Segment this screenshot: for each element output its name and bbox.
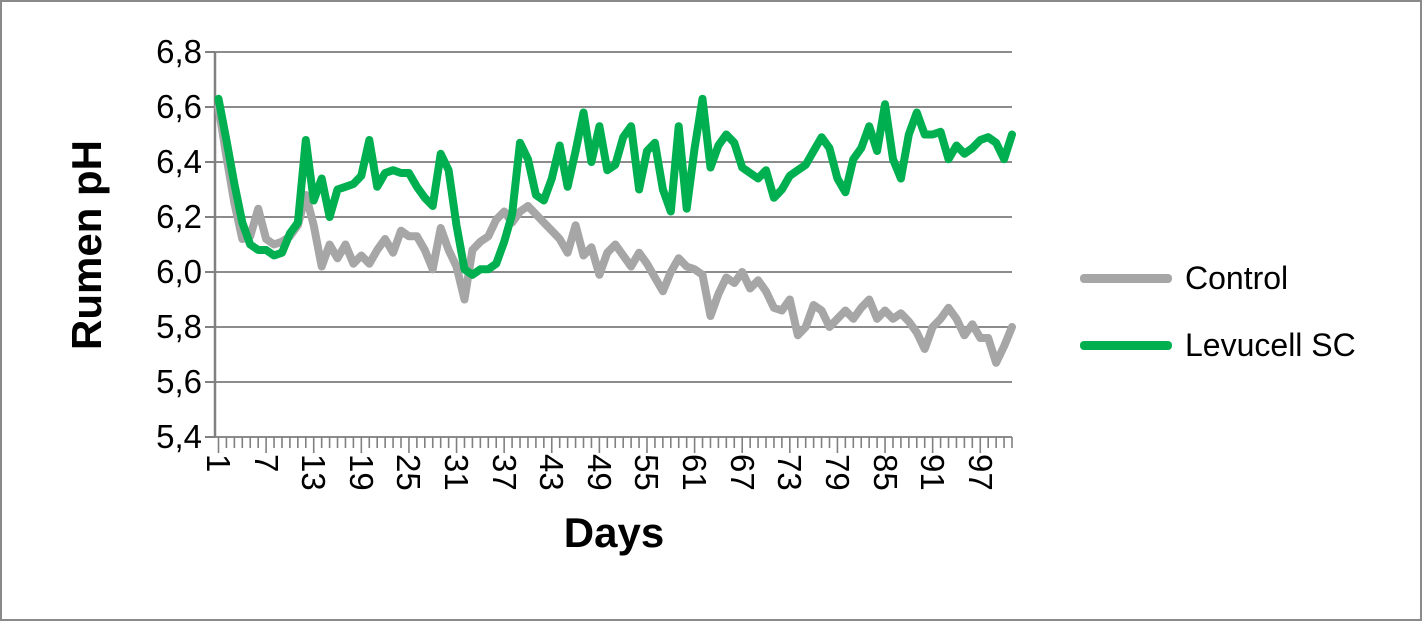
x-axis-tick-label: 37 <box>485 454 523 491</box>
x-axis-tick-label: 19 <box>342 454 380 491</box>
x-axis-tick-label: 79 <box>818 454 856 491</box>
x-axis-tick-label: 31 <box>438 454 476 491</box>
control-line-swatch-icon <box>1080 273 1172 283</box>
x-axis-tick-label: 97 <box>961 454 999 491</box>
x-axis-tick-label: 67 <box>723 454 761 491</box>
y-axis-tick-label: 5,4 <box>156 418 202 455</box>
y-axis-tick-label: 6,0 <box>156 253 202 290</box>
x-axis-tick-label: 91 <box>914 454 952 491</box>
x-axis-tick-label: 43 <box>533 454 571 491</box>
legend-item-control: Control <box>1080 259 1288 297</box>
x-axis-tick-label: 13 <box>295 454 333 491</box>
legend-label-control: Control <box>1185 260 1289 296</box>
legend-label-levucell: Levucell SC <box>1185 327 1356 363</box>
y-axis-tick-label: 5,6 <box>156 363 202 400</box>
x-axis-tick-label: 7 <box>247 454 285 473</box>
y-axis-title: Rumen pH <box>63 140 110 350</box>
y-axis-tick-label: 5,8 <box>156 308 202 345</box>
x-axis-tick-label: 61 <box>676 454 714 491</box>
x-axis-tick-label: 49 <box>580 454 618 491</box>
levucell-series-line <box>214 94 1016 279</box>
x-axis-tick-label: 85 <box>866 454 904 491</box>
y-axis-tick-label: 6,6 <box>156 88 202 125</box>
x-axis-tick-label: 55 <box>628 454 666 491</box>
control-series-line <box>214 103 1016 367</box>
y-axis-tick-label: 6,8 <box>156 33 202 70</box>
x-axis-title: Days <box>563 509 665 556</box>
y-axis-tick-label: 6,2 <box>156 198 202 235</box>
x-axis-tick-label: 73 <box>771 454 809 491</box>
x-axis-tick-label: 1 <box>200 454 237 473</box>
y-axis-tick-label: 6,4 <box>156 143 202 180</box>
levucell-line-swatch-icon <box>1080 340 1172 350</box>
x-axis-tick-label: 25 <box>390 454 428 491</box>
legend-item-levucell: Levucell SC <box>1080 326 1356 364</box>
